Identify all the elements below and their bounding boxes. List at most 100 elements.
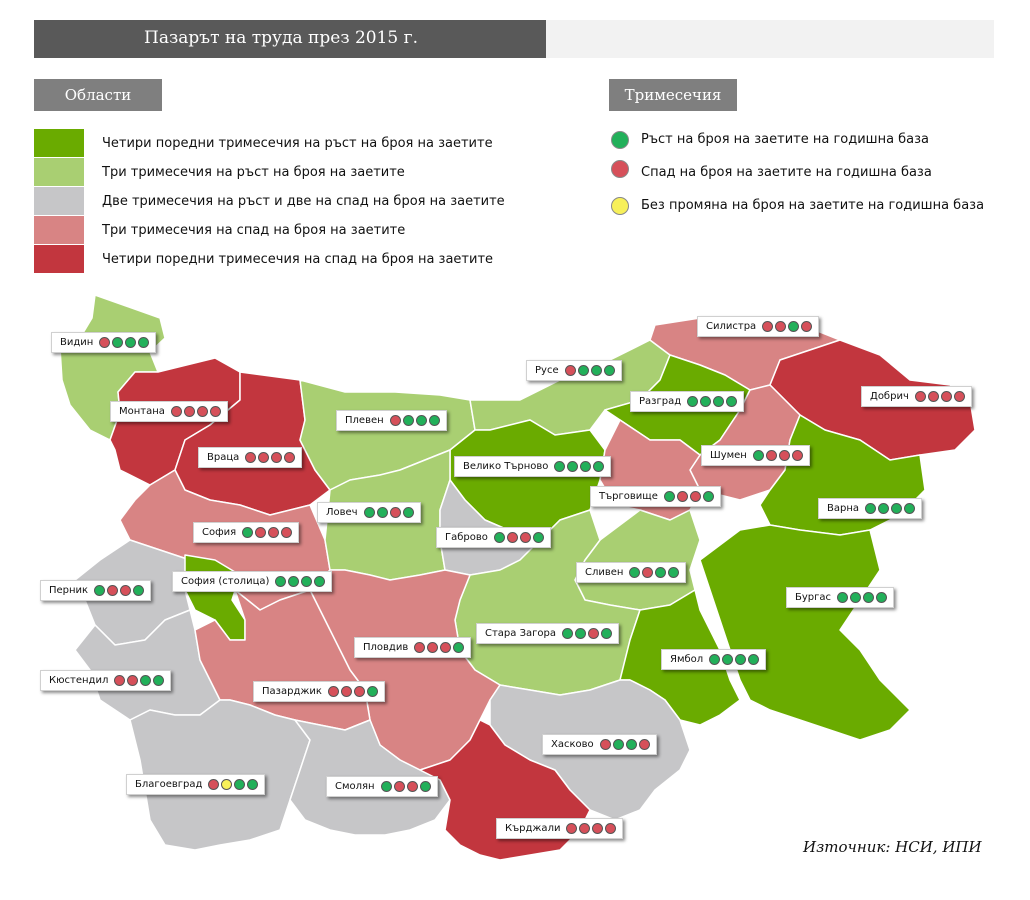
quarter-3-indicator [891, 503, 903, 514]
province-name: Варна [827, 503, 860, 514]
province-name: Разград [639, 396, 682, 407]
province-label-перник: Перник [40, 580, 152, 601]
quarter-indicators [170, 406, 221, 417]
quarter-indicators [914, 391, 965, 402]
quarter-2-indicator [642, 567, 654, 578]
quarter-3-indicator [713, 396, 725, 407]
quarter-4-indicator [419, 781, 431, 792]
quarter-indicators [762, 321, 813, 332]
quarter-2-indicator [579, 823, 591, 834]
province-name: Хасково [551, 739, 594, 750]
quarter-2-indicator [577, 365, 589, 376]
province-label-бургас: Бургас [786, 587, 895, 608]
quarter-4-indicator [668, 567, 680, 578]
province-label-разград: Разград [630, 391, 745, 412]
quarter-2-indicator [107, 585, 119, 596]
quarters-header: Тримесечия [609, 79, 737, 111]
quarter-indicators [114, 675, 165, 686]
quarter-4-indicator [314, 576, 326, 587]
quarter-2-indicator [255, 527, 267, 538]
regions-header: Области [34, 79, 162, 111]
quarter-indicators [414, 642, 465, 653]
quarter-2-indicator [506, 532, 518, 543]
province-name: Перник [49, 585, 89, 596]
quarter-4-indicator [284, 452, 296, 463]
quarter-2-indicator [221, 779, 233, 790]
province-label-софия: София [193, 522, 300, 543]
quarter-2-indicator [927, 391, 939, 402]
quarter-4-indicator [402, 507, 414, 518]
legend-swatch-grow3 [34, 158, 84, 186]
province-label-враца: Враца [198, 447, 303, 468]
legend-label-growth: Ръст на броя на заетите на годишна база [641, 132, 930, 147]
quarter-2-indicator [722, 654, 734, 665]
province-name: Бургас [795, 592, 832, 603]
quarter-3-indicator [587, 628, 599, 639]
quarter-indicators [629, 567, 680, 578]
quarter-1-indicator [99, 337, 111, 348]
province-name: Търговище [599, 491, 658, 502]
province-label-сливен: Сливен [576, 562, 687, 583]
quarter-indicators [242, 527, 293, 538]
province-label-търговище: Търговище [590, 486, 721, 507]
quarter-2-indicator [676, 491, 688, 502]
province-label-кюстендил: Кюстендил [40, 670, 172, 691]
quarter-2-indicator [127, 675, 139, 686]
quarter-4-indicator [904, 503, 916, 514]
quarter-3-indicator [140, 675, 152, 686]
quarter-3-indicator [519, 532, 531, 543]
quarter-4-indicator [748, 654, 760, 665]
quarter-2-indicator [376, 507, 388, 518]
quarter-3-indicator [234, 779, 246, 790]
province-name: Смолян [335, 781, 375, 792]
source-note: Източник: НСИ, ИПИ [803, 838, 982, 856]
province-name: Враца [207, 452, 240, 463]
quarter-2-indicator [700, 396, 712, 407]
quarter-4-indicator [702, 491, 714, 502]
quarter-1-indicator [380, 781, 392, 792]
quarter-4-indicator [133, 585, 145, 596]
quarter-3-indicator [301, 576, 313, 587]
quarter-4-indicator [453, 642, 465, 653]
province-name: Пловдив [363, 642, 409, 653]
quarter-4-indicator [593, 461, 605, 472]
legend-swatch-grow4 [34, 129, 84, 157]
quarter-indicators [837, 592, 888, 603]
quarter-1-indicator [561, 628, 573, 639]
quarter-indicators [709, 654, 760, 665]
legend-label-nochange: Без промяна на броя на заетите на годишн… [641, 198, 985, 213]
quarter-3-indicator [625, 739, 637, 750]
quarter-4-indicator [532, 532, 544, 543]
province-label-смолян: Смолян [326, 776, 438, 797]
province-label-варна: Варна [818, 498, 923, 519]
quarter-2-indicator [850, 592, 862, 603]
quarter-1-indicator [599, 739, 611, 750]
quarter-1-indicator [564, 365, 576, 376]
province-name: Пазарджик [262, 686, 322, 697]
quarter-indicators [865, 503, 916, 514]
quarter-indicators [566, 823, 617, 834]
province-name: Русе [535, 365, 559, 376]
quarter-1-indicator [914, 391, 926, 402]
quarter-1-indicator [762, 321, 774, 332]
province-name: Габрово [445, 532, 488, 543]
quarter-indicators [554, 461, 605, 472]
quarter-indicators [363, 507, 414, 518]
quarter-2-indicator [612, 739, 624, 750]
province-name: Шумен [710, 450, 747, 461]
quarter-3-indicator [389, 507, 401, 518]
quarter-3-indicator [788, 321, 800, 332]
quarter-4-indicator [953, 391, 965, 402]
quarter-3-indicator [735, 654, 747, 665]
province-name: Плевен [345, 415, 384, 426]
province-label-ловеч: Ловеч [317, 502, 421, 523]
quarter-3-indicator [271, 452, 283, 463]
quarter-1-indicator [114, 675, 126, 686]
province-label-добрич: Добрич [861, 386, 972, 407]
province-name: Кюстендил [49, 675, 109, 686]
quarter-1-indicator [865, 503, 877, 514]
quarter-2-indicator [288, 576, 300, 587]
province-label-русе: Русе [526, 360, 622, 381]
quarter-1-indicator [275, 576, 287, 587]
